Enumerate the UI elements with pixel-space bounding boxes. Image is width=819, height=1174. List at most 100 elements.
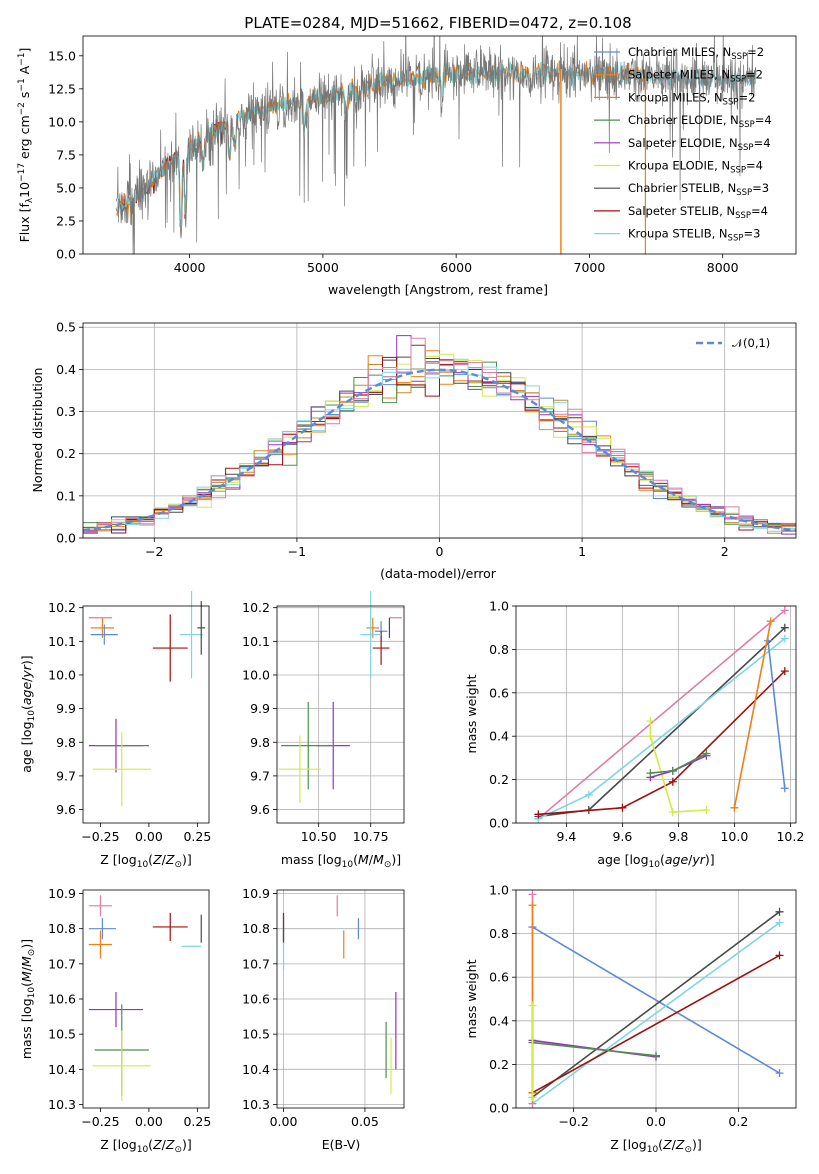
- ytick-label: 10.2: [48, 600, 76, 615]
- xtick-label: 4000: [174, 260, 206, 275]
- ytick-label: 0.5: [56, 320, 76, 335]
- ytick-label: 0.0: [489, 816, 509, 831]
- ytick-label: 10.1: [242, 634, 270, 649]
- series-marker: [730, 803, 739, 812]
- normal-curve: [82, 368, 797, 532]
- xtick-label: −0.25: [81, 1114, 119, 1129]
- xtick-label: 0.05: [351, 1114, 379, 1129]
- ytick-label: 0.4: [56, 362, 76, 377]
- ytick-label: 0.2: [489, 772, 509, 787]
- mass-vs-Z-ylabel: mass [log10(M/M⊙)]: [19, 939, 37, 1059]
- ytick-label: 10.8: [242, 921, 270, 936]
- ytick-label: 10.5: [48, 1027, 76, 1042]
- residual-xlabel: (data-model)/error: [380, 566, 497, 581]
- series-marker: [780, 623, 789, 632]
- series-marker: [652, 1051, 660, 1060]
- normal-legend-label: 𝒩(0,1): [732, 336, 770, 350]
- series-marker: [780, 784, 789, 793]
- series-marker: [780, 606, 789, 615]
- xtick-label: 10.50: [301, 829, 337, 844]
- ytick-label: 9.6: [250, 802, 270, 817]
- xtick-label: 0.2: [728, 1114, 748, 1129]
- ytick-label: 9.9: [250, 701, 270, 716]
- legend-sub: SSP: [739, 120, 755, 130]
- legend-entry: Chabrier STELIB, NSSP=3: [628, 181, 769, 198]
- ytick-label: 0.0: [56, 247, 76, 262]
- spectrum-panel: PLATE=0284, MJD=51662, FIBERID=0472, z=0…: [17, 14, 797, 297]
- series-marker: [702, 749, 711, 758]
- spectrum-xlabel: wavelength [Angstrom, rest frame]: [328, 282, 548, 297]
- massweight-vs-Z-ylabel: mass weight: [464, 959, 479, 1038]
- massweight-vs-age-xlabel: age [log10(age/yr)]: [597, 852, 714, 870]
- series-marker: [668, 777, 677, 786]
- legend-tail: =4: [746, 159, 763, 173]
- massweight-vs-age-ylabel: mass weight: [464, 674, 479, 753]
- series-marker: [528, 1001, 537, 1010]
- mass-vs-Z-xlabel: Z [log10(Z/Z⊙)]: [100, 1137, 192, 1155]
- age-vs-mass-xlabel: mass [log10(M/M⊙)]: [281, 852, 401, 870]
- massweight-vs-age-ticks: 9.4 9.6 9.8 10.0 10.2 0.0 0.2 0.4 0.6 0.8 1.0: [489, 599, 804, 845]
- series-line: [733, 621, 772, 808]
- xtick-label: −1: [288, 544, 306, 559]
- legend-base: Chabrier ELODIE, N: [628, 113, 739, 127]
- legend-tail: =2: [746, 68, 763, 82]
- xtick-label: 9.6: [612, 829, 632, 844]
- ytick-label: 9.6: [56, 802, 76, 817]
- series-line: [767, 640, 786, 789]
- legend-sub: SSP: [736, 188, 752, 198]
- legend-tail: =4: [755, 113, 772, 127]
- series-marker: [766, 617, 775, 626]
- series-marker: [668, 766, 677, 775]
- xtick-label: 5000: [307, 260, 339, 275]
- series-line: [538, 670, 786, 816]
- ytick-label: 15.0: [48, 48, 76, 63]
- spectrum-lines: [115, 36, 757, 254]
- age-vs-Z-axes-frame: [82, 605, 210, 824]
- legend-sub: SSP: [730, 166, 746, 176]
- series-line: [532, 926, 780, 1074]
- legend-base: Kroupa MILES, N: [628, 90, 723, 104]
- xtick-label: 0.00: [135, 829, 163, 844]
- legend-base: Salpeter STELIB, N: [628, 204, 735, 218]
- ytick-label: 0.0: [56, 531, 76, 546]
- legend-tail: =2: [747, 45, 764, 59]
- ytick-label: 10.2: [242, 600, 270, 615]
- xtick-label: 0.0: [646, 1114, 666, 1129]
- series-line: [532, 1041, 657, 1057]
- ytick-label: 9.8: [250, 735, 270, 750]
- ytick-label: 10.3: [48, 1097, 76, 1112]
- ytick-label: 0.1: [56, 488, 76, 503]
- xtick-label: 0: [436, 544, 444, 559]
- ytick-label: 5.0: [56, 180, 76, 195]
- legend-tail: =2: [738, 90, 755, 104]
- ytick-label: 0.3: [56, 404, 76, 419]
- ytick-label: 0.8: [489, 926, 509, 941]
- age-vs-mass-panel: 10.50 10.75 9.6 9.7 9.8 9.9 10.0 10.1 10.2 mass …: [242, 590, 405, 870]
- legend-sub: SSP: [723, 97, 739, 107]
- ytick-label: 1.0: [489, 883, 509, 898]
- xtick-label: 10.0: [720, 829, 748, 844]
- legend-base: Kroupa ELODIE, N: [628, 159, 730, 173]
- ytick-label: 0.4: [489, 1013, 509, 1028]
- series-marker: [528, 1093, 537, 1102]
- ytick-label: 0.0: [489, 1101, 509, 1116]
- legend-base: Salpeter MILES, N: [628, 68, 730, 82]
- massweight-vs-Z-xlabel: Z [log10(Z/Z⊙)]: [610, 1137, 702, 1155]
- legend-entry: Kroupa STELIB, NSSP=3: [628, 227, 760, 244]
- age-vs-Z-ticks: −0.25 0.00 0.25 9.6 9.7 9.8 9.9 10.0 10.1 10.2: [48, 600, 211, 844]
- residual-panel: −2 −1 0 1 2 0.0 0.1 0.2 0.3 0.4 0.5 (data-model)/e…: [30, 320, 797, 581]
- legend-base: Kroupa STELIB, N: [628, 227, 728, 241]
- ytick-label: 10.6: [242, 992, 270, 1007]
- legend-entry: Salpeter STELIB, NSSP=4: [628, 204, 768, 221]
- light-grid: [277, 606, 404, 823]
- massweight-vs-age-panel: 9.4 9.6 9.8 10.0 10.2 0.0 0.2 0.4 0.6 0.8 1.0 age …: [464, 599, 804, 871]
- massweight-vs-age-lines: [534, 606, 789, 823]
- series-marker: [775, 1069, 784, 1078]
- ytick-label: 0.6: [489, 685, 509, 700]
- ytick-label: 9.9: [56, 701, 76, 716]
- legend-base: Chabrier STELIB, N: [628, 181, 736, 195]
- xtick-label: 8000: [707, 260, 739, 275]
- xtick-label: 0.00: [270, 1114, 298, 1129]
